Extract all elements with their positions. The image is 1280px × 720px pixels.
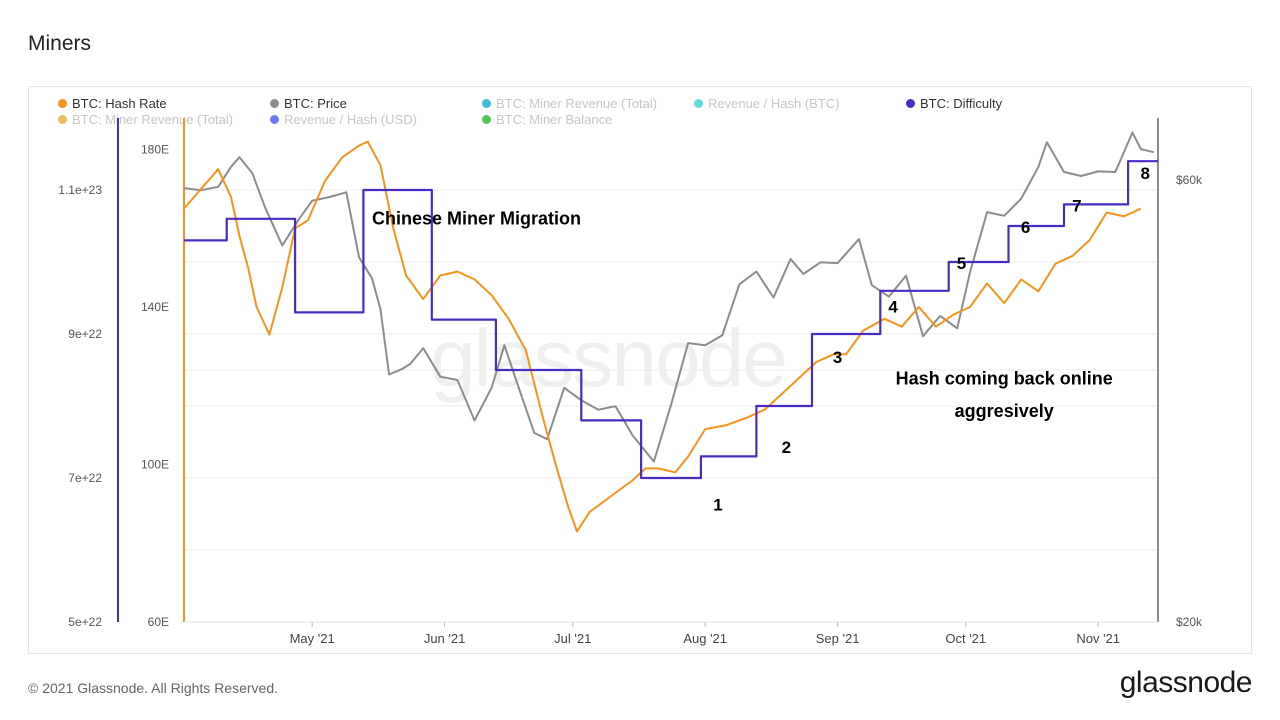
- difficulty-step-label: 8: [1140, 164, 1149, 183]
- page-title: Miners: [28, 32, 92, 55]
- legend-dot-icon: [482, 99, 491, 108]
- legend-dot-icon: [270, 99, 279, 108]
- hash-rate-tick-label: 60E: [148, 615, 169, 629]
- chart-legend: BTC: Hash Rate BTC: Price BTC: Miner Rev…: [58, 96, 1058, 130]
- legend-item-difficulty[interactable]: BTC: Difficulty: [906, 96, 1002, 111]
- copyright-text: © 2021 Glassnode. All Rights Reserved.: [28, 680, 279, 696]
- x-tick-label: Jun '21: [424, 631, 466, 646]
- chart-annotations: Chinese Miner Migration 1 2 3 4 5 6 7 8 Hash comi…: [372, 164, 1150, 514]
- chart-card: [28, 86, 1252, 654]
- chart-annotation: aggresively: [955, 401, 1054, 421]
- difficulty-tick-label: 9e+22: [68, 327, 102, 341]
- price-tick-label: $20k: [1176, 615, 1203, 629]
- legend-dot-icon: [58, 115, 67, 124]
- series-line-btc-difficulty: [184, 160, 1158, 480]
- legend-item-miner-balance[interactable]: BTC: Miner Balance: [482, 112, 612, 127]
- x-tick-label: May '21: [290, 631, 335, 646]
- legend-item-hash-rate[interactable]: BTC: Hash Rate: [58, 96, 167, 111]
- chart-series: [183, 131, 1158, 533]
- legend-item-revenue-per-hash-usd[interactable]: Revenue / Hash (USD): [270, 112, 417, 127]
- legend-item-miner-revenue-total[interactable]: BTC: Miner Revenue (Total): [482, 96, 657, 111]
- difficulty-step-label: 4: [888, 297, 898, 316]
- legend-label: BTC: Miner Revenue (Total): [72, 112, 234, 127]
- legend-item-miner-revenue-total-2[interactable]: BTC: Miner Revenue (Total): [58, 112, 233, 127]
- series-line-btc-price: [183, 131, 1154, 463]
- difficulty-tick-label: 1.1e+23: [58, 183, 102, 197]
- legend-item-price[interactable]: BTC: Price: [270, 96, 347, 111]
- chart-axes: 5e+22 7e+22 9e+22 1.1e+23 60E 100E 140E 180E $20…: [58, 118, 1203, 646]
- x-tick-label: Nov '21: [1076, 631, 1120, 646]
- hash-rate-tick-label: 100E: [141, 458, 169, 472]
- difficulty-tick-label: 7e+22: [68, 471, 102, 485]
- difficulty-step-label: 1: [713, 495, 722, 514]
- hash-rate-tick-label: 140E: [141, 300, 169, 314]
- difficulty-step-label: 3: [833, 348, 842, 367]
- difficulty-step-label: 7: [1072, 197, 1081, 216]
- legend-label: BTC: Price: [284, 96, 347, 111]
- legend-dot-icon: [58, 99, 67, 108]
- legend-label: BTC: Hash Rate: [72, 96, 167, 111]
- difficulty-step-label: 5: [957, 254, 966, 273]
- legend-label: BTC: Difficulty: [920, 96, 1003, 111]
- legend-item-revenue-per-hash-btc[interactable]: Revenue / Hash (BTC): [694, 96, 840, 111]
- chart-annotation: Hash coming back online: [896, 368, 1113, 388]
- x-tick-label: Sep '21: [816, 631, 860, 646]
- legend-dot-icon: [694, 99, 703, 108]
- legend-dot-icon: [906, 99, 915, 108]
- legend-label: BTC: Miner Balance: [496, 112, 613, 127]
- x-tick-label: Oct '21: [945, 631, 986, 646]
- legend-label: BTC: Miner Revenue (Total): [496, 96, 658, 111]
- watermark-logo: glassnode: [430, 313, 788, 404]
- difficulty-tick-label: 5e+22: [68, 615, 102, 629]
- legend-dot-icon: [482, 115, 491, 124]
- price-tick-label: $60k: [1176, 173, 1203, 187]
- difficulty-step-label: 6: [1021, 218, 1030, 237]
- x-tick-label: Aug '21: [683, 631, 727, 646]
- series-line-btc-hash-rate: [183, 140, 1142, 533]
- brand-logo: glassnode: [1119, 666, 1253, 699]
- legend-label: Revenue / Hash (USD): [284, 112, 417, 127]
- x-tick-label: Jul '21: [554, 631, 591, 646]
- legend-dot-icon: [270, 115, 279, 124]
- legend-label: Revenue / Hash (BTC): [708, 96, 840, 111]
- difficulty-step-label: 2: [782, 438, 791, 457]
- hash-rate-tick-label: 180E: [141, 143, 169, 157]
- chart-annotation: Chinese Miner Migration: [372, 208, 581, 228]
